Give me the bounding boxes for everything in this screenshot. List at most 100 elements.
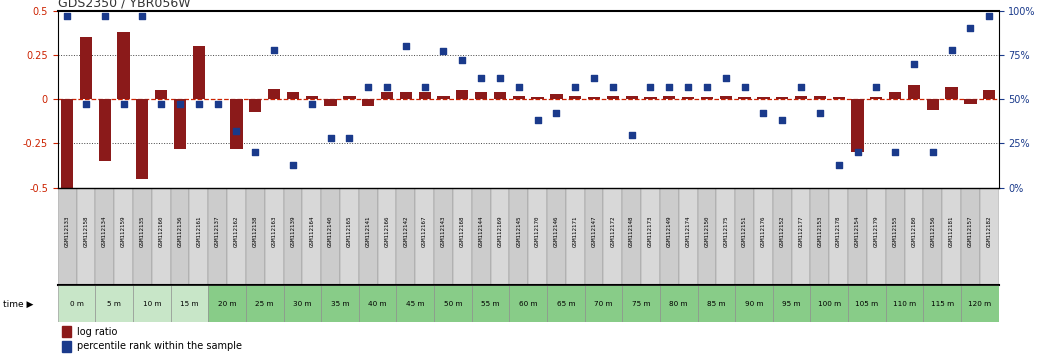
Point	[228, 128, 244, 134]
Text: GSM112172: GSM112172	[611, 216, 616, 247]
Bar	[434, 285, 472, 322]
Text: GSM112151: GSM112151	[742, 216, 747, 247]
Bar	[286, 92, 299, 99]
Text: 100 m: 100 m	[818, 301, 841, 307]
Bar	[415, 188, 434, 285]
Text: GSM112140: GSM112140	[328, 216, 334, 247]
Point	[379, 84, 395, 90]
Point	[812, 110, 829, 116]
Bar	[491, 188, 510, 285]
Bar	[250, 99, 261, 112]
Bar	[95, 285, 133, 322]
Bar	[133, 285, 171, 322]
Bar	[340, 188, 359, 285]
Bar	[716, 188, 735, 285]
Text: GDS2350 / YBR056W: GDS2350 / YBR056W	[58, 0, 190, 10]
Point	[134, 13, 151, 19]
Bar	[547, 188, 565, 285]
Bar	[302, 188, 321, 285]
Bar	[698, 285, 735, 322]
Bar	[923, 188, 942, 285]
Bar	[475, 92, 487, 99]
Bar	[795, 96, 807, 99]
Text: GSM112136: GSM112136	[177, 216, 183, 247]
Bar	[926, 99, 939, 110]
Point	[341, 135, 358, 141]
Text: GSM112179: GSM112179	[874, 216, 879, 247]
Text: GSM112144: GSM112144	[478, 216, 484, 247]
Bar	[58, 285, 95, 322]
Bar	[58, 188, 77, 285]
Text: GSM112156: GSM112156	[930, 216, 936, 247]
Bar	[434, 188, 453, 285]
Bar	[472, 188, 491, 285]
Bar	[565, 188, 584, 285]
Bar	[321, 188, 340, 285]
Point	[172, 102, 189, 107]
Bar	[584, 188, 603, 285]
Bar	[587, 97, 600, 99]
Text: GSM112180: GSM112180	[912, 216, 917, 247]
Point	[97, 13, 113, 19]
Point	[905, 61, 922, 67]
Bar	[61, 99, 73, 188]
Bar	[945, 87, 958, 99]
Bar	[885, 188, 904, 285]
Text: GSM112159: GSM112159	[121, 216, 126, 247]
Text: GSM112161: GSM112161	[196, 216, 201, 247]
Bar	[848, 285, 885, 322]
Text: GSM112149: GSM112149	[667, 216, 671, 247]
Bar	[551, 94, 562, 99]
Bar	[472, 285, 510, 322]
Text: GSM112148: GSM112148	[629, 216, 635, 247]
Bar	[174, 99, 186, 149]
Bar	[663, 96, 676, 99]
Bar	[456, 90, 469, 99]
Point	[943, 47, 960, 52]
Text: 10 m: 10 m	[143, 301, 162, 307]
Point	[303, 102, 320, 107]
Bar	[400, 92, 412, 99]
Bar	[682, 97, 694, 99]
Point	[191, 102, 208, 107]
Bar	[245, 188, 264, 285]
Point	[511, 84, 528, 90]
Bar	[155, 90, 168, 99]
Bar	[735, 285, 773, 322]
Bar	[324, 99, 337, 106]
Bar	[660, 188, 679, 285]
Text: 5 m: 5 m	[107, 301, 121, 307]
Point	[435, 48, 452, 54]
Bar	[738, 97, 751, 99]
Point	[454, 57, 471, 63]
Point	[265, 47, 282, 52]
Bar	[735, 188, 754, 285]
Bar	[171, 188, 190, 285]
Text: 80 m: 80 m	[669, 301, 688, 307]
Text: GSM112147: GSM112147	[592, 216, 597, 247]
Text: GSM112135: GSM112135	[140, 216, 145, 247]
Bar	[359, 285, 397, 322]
Text: GSM112177: GSM112177	[798, 216, 804, 247]
Bar	[641, 188, 660, 285]
Text: GSM112154: GSM112154	[855, 216, 860, 247]
Bar	[381, 92, 393, 99]
Text: GSM112168: GSM112168	[459, 216, 465, 247]
Point	[868, 84, 884, 90]
Bar	[193, 46, 205, 99]
Text: GSM112160: GSM112160	[158, 216, 164, 247]
Point	[642, 84, 659, 90]
Bar	[510, 285, 547, 322]
Point	[981, 13, 998, 19]
Bar	[776, 97, 789, 99]
Bar	[980, 188, 999, 285]
Text: 50 m: 50 m	[444, 301, 463, 307]
Bar	[644, 97, 657, 99]
Text: 110 m: 110 m	[893, 301, 916, 307]
Bar	[283, 285, 321, 322]
Bar	[720, 96, 732, 99]
Bar	[622, 285, 660, 322]
Text: percentile rank within the sample: percentile rank within the sample	[77, 341, 241, 352]
Point	[115, 102, 132, 107]
Bar	[871, 97, 882, 99]
